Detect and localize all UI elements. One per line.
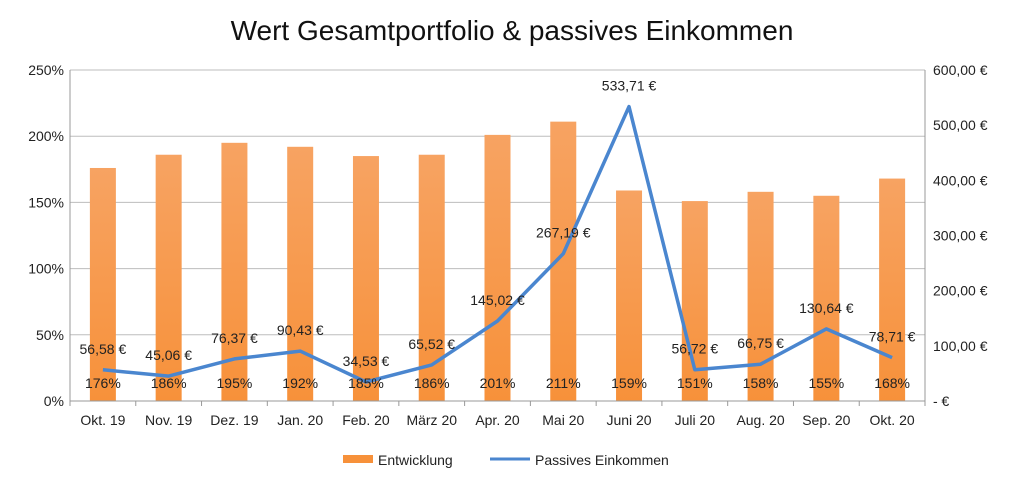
- bar-value-label: 192%: [282, 375, 318, 391]
- bar: [813, 196, 839, 401]
- bar-series: [90, 122, 905, 401]
- y-left-tick-label: 100%: [28, 261, 64, 277]
- line-value-label: 65,52 €: [408, 336, 455, 352]
- y-left-tick-label: 0%: [44, 393, 64, 409]
- bar-value-label: 186%: [151, 375, 187, 391]
- bar-value-label: 168%: [874, 375, 910, 391]
- y-right-tick-label: 400,00 €: [933, 172, 988, 188]
- bar: [485, 135, 511, 401]
- x-tick-label: Dez. 19: [210, 412, 258, 428]
- legend: Entwicklung Passives Einkommen: [343, 452, 669, 468]
- bar-value-label: 185%: [348, 375, 384, 391]
- bar-value-label: 211%: [546, 375, 581, 391]
- bar: [879, 179, 905, 401]
- x-tick-label: Okt. 20: [870, 412, 915, 428]
- line-value-label: 130,64 €: [799, 300, 854, 316]
- bar-value-label: 195%: [217, 375, 253, 391]
- bar-value-label: 201%: [480, 375, 516, 391]
- y-left-tick-label: 50%: [36, 327, 64, 343]
- line-value-label: 267,19 €: [536, 225, 591, 241]
- line-value-label: 76,37 €: [211, 330, 258, 346]
- chart-title: Wert Gesamtportfolio & passives Einkomme…: [231, 15, 794, 46]
- x-tick-label: Feb. 20: [342, 412, 390, 428]
- x-tick-label: Juni 20: [606, 412, 651, 428]
- line-value-label: 45,06 €: [145, 347, 192, 363]
- line-value-label: 90,43 €: [277, 322, 324, 338]
- line-value-label: 145,02 €: [470, 292, 525, 308]
- bar-value-label: 186%: [414, 375, 450, 391]
- x-tick-label: Jan. 20: [277, 412, 323, 428]
- legend-label-bar: Entwicklung: [378, 452, 453, 468]
- bar-value-label: 151%: [677, 375, 713, 391]
- x-tick-label: Aug. 20: [736, 412, 784, 428]
- line-value-label: 78,71 €: [869, 329, 916, 345]
- line-value-label: 66,75 €: [737, 335, 784, 351]
- legend-swatch-bar: [343, 455, 373, 463]
- x-tick-label: Sep. 20: [802, 412, 850, 428]
- x-tick-label: Mai 20: [542, 412, 584, 428]
- bar-value-label: 159%: [611, 375, 647, 391]
- y-left-tick-label: 150%: [28, 194, 64, 210]
- bar: [616, 190, 642, 401]
- bar: [748, 192, 774, 401]
- legend-label-line: Passives Einkommen: [535, 452, 669, 468]
- line-value-label: 34,53 €: [343, 353, 390, 369]
- y-right-tick-label: 200,00 €: [933, 283, 988, 299]
- bar-value-label: 158%: [743, 375, 779, 391]
- x-tick-label: Apr. 20: [475, 412, 520, 428]
- x-tick-label: Nov. 19: [145, 412, 192, 428]
- line-value-label: 56,58 €: [80, 341, 127, 357]
- y-right-tick-label: 600,00 €: [933, 62, 988, 78]
- line-value-label: 56,72 €: [671, 341, 718, 357]
- bar-value-label: 176%: [85, 375, 121, 391]
- x-tick-label: Okt. 19: [80, 412, 125, 428]
- y-left-tick-label: 200%: [28, 128, 64, 144]
- y-right-tick-label: 300,00 €: [933, 228, 988, 244]
- y-right-tick-label: 100,00 €: [933, 338, 988, 354]
- y-left-tick-label: 250%: [28, 62, 64, 78]
- x-tick-label: März 20: [406, 412, 457, 428]
- y-right-tick-label: - €: [933, 393, 950, 409]
- line-value-label: 533,71 €: [602, 78, 657, 94]
- bar: [156, 155, 182, 401]
- bar-value-label: 155%: [808, 375, 844, 391]
- bar: [90, 168, 116, 401]
- x-tick-label: Juli 20: [675, 412, 716, 428]
- bar: [287, 147, 313, 401]
- y-right-tick-label: 500,00 €: [933, 117, 988, 133]
